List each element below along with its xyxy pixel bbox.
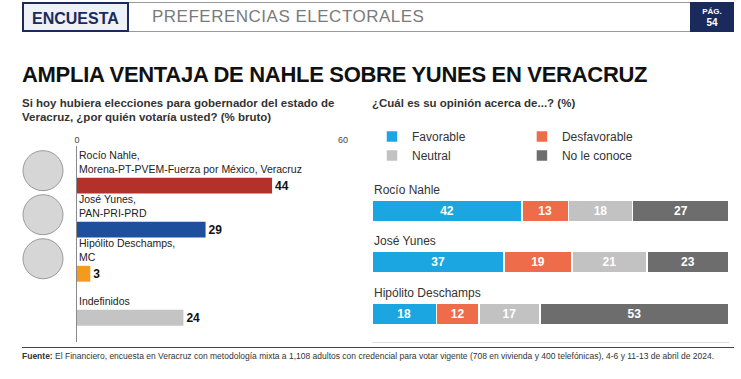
svg-text:Rocío Nahle,Morena-PT-PVEM-Fue: Rocío Nahle,Morena-PT-PVEM-Fuerza por Mé… [79, 149, 302, 175]
svg-text:Desfavorable: Desfavorable [562, 130, 633, 144]
html-text:PREFERENCIAS ELECTORALES: PREFERENCIAS ELECTORALES [152, 7, 425, 26]
svg-text:27: 27 [674, 204, 688, 218]
svg-text:19: 19 [531, 255, 545, 269]
svg-text:42: 42 [440, 204, 454, 218]
html-text:AMPLIA VENTAJA DE NAHLE SOBRE: AMPLIA VENTAJA DE NAHLE SOBRE YUNES EN V… [22, 62, 648, 87]
svg-text:60: 60 [338, 135, 348, 145]
svg-text:Indefinidos: Indefinidos [79, 295, 130, 307]
svg-text:Rocío Nahle: Rocío Nahle [374, 183, 440, 197]
svg-text:José Yunes,PAN-PRI-PRD: José Yunes,PAN-PRI-PRD [79, 193, 147, 219]
svg-text:18: 18 [397, 307, 411, 321]
svg-text:José Yunes: José Yunes [374, 234, 436, 248]
svg-text:44: 44 [275, 179, 289, 193]
svg-text:Hipólito Deschamps: Hipólito Deschamps [374, 286, 481, 300]
svg-text:No le conoce: No le conoce [562, 149, 632, 163]
svg-text:0: 0 [74, 135, 79, 145]
svg-text:23: 23 [681, 255, 695, 269]
svg-text:13: 13 [538, 204, 552, 218]
html-text:ENCUESTA: ENCUESTA [32, 10, 119, 27]
html-text:54: 54 [706, 17, 718, 28]
svg-text:Neutral: Neutral [412, 149, 451, 163]
svg-text:12: 12 [451, 307, 465, 321]
svg-text:Hipólito Deschamps,MC: Hipólito Deschamps,MC [79, 237, 175, 263]
html-text:PÁG.: PÁG. [702, 7, 722, 16]
svg-text:24: 24 [186, 311, 200, 325]
svg-text:18: 18 [594, 204, 608, 218]
svg-text:3: 3 [93, 267, 100, 281]
html-text:¿Cuál es su opinión acerca de.: ¿Cuál es su opinión acerca de...? (%) [372, 97, 576, 109]
html-text:Si hoy hubiera elecciones para: Si hoy hubiera elecciones para gobernado… [22, 97, 335, 123]
svg-text:29: 29 [209, 223, 223, 237]
svg-text:Favorable: Favorable [412, 130, 466, 144]
svg-text:53: 53 [628, 307, 642, 321]
svg-text:21: 21 [603, 255, 617, 269]
svg-text:17: 17 [503, 307, 517, 321]
html-text:Fuente: El Financiero, encuest: Fuente: El Financiero, encuesta en Verac… [22, 351, 715, 361]
svg-text:37: 37 [431, 255, 445, 269]
